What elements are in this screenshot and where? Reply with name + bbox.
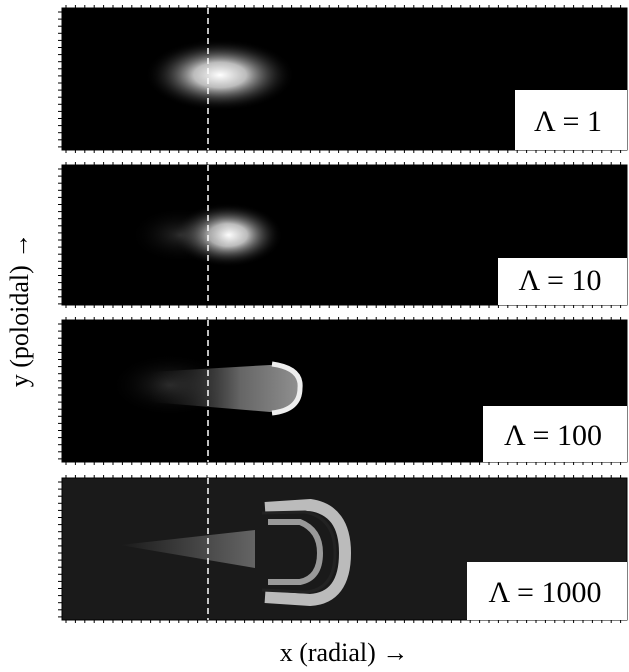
- density-tail: [130, 207, 230, 263]
- panel: Λ = 1: [62, 8, 627, 150]
- panel-label: Λ = 100: [504, 419, 602, 452]
- panel-label: Λ = 10: [519, 264, 602, 297]
- panel: Λ = 100: [62, 320, 627, 462]
- y-axis-label: y (poloidal) →: [5, 233, 34, 388]
- density-blob: [145, 39, 295, 111]
- x-axis-label: x (radial) →: [280, 638, 409, 667]
- panel-label: Λ = 1: [534, 105, 602, 138]
- panel: Λ = 10: [62, 165, 627, 305]
- panel: Λ = 1000: [62, 478, 627, 620]
- panel-label: Λ = 1000: [489, 576, 602, 609]
- figure: Λ = 1 Λ = 10 Λ = 100 Λ = 1000 y (poloida…: [0, 0, 629, 672]
